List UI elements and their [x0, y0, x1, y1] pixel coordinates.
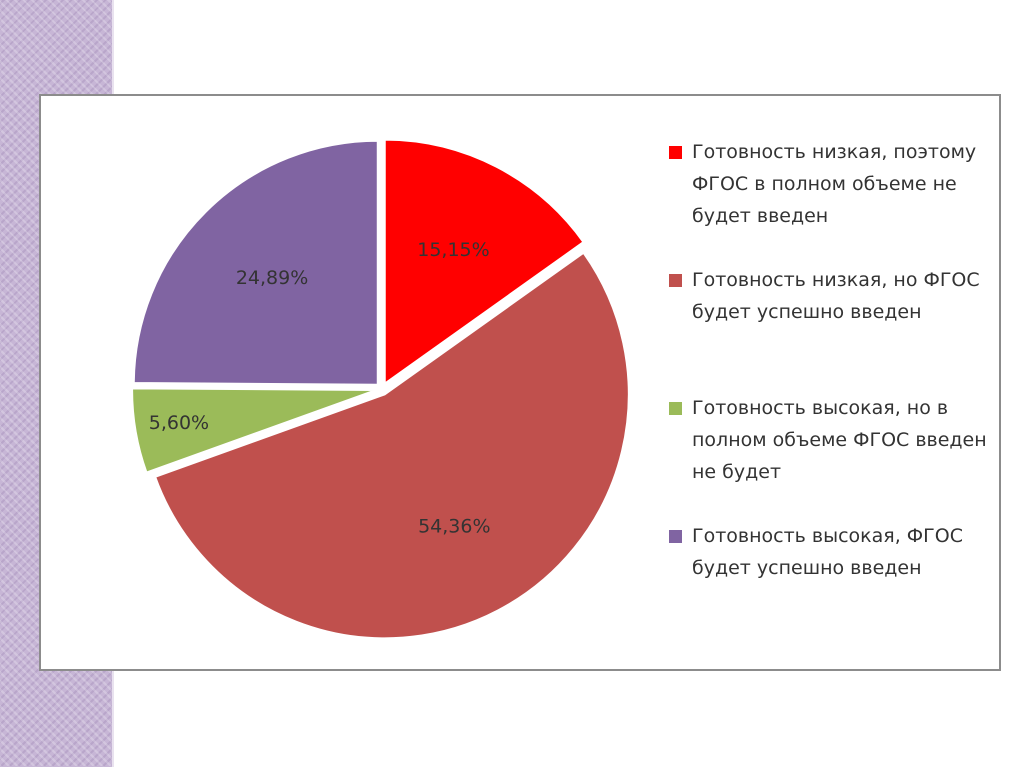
legend-swatch [669, 402, 682, 415]
pie-slice [383, 138, 585, 386]
legend-swatch [669, 530, 682, 543]
pie-chart: 15,15% 54,36% 5,60% 24,89% [131, 138, 630, 640]
data-label: 24,89% [236, 267, 308, 289]
data-label: 15,15% [417, 239, 489, 261]
legend-label: Готовность высокая, ФГОС будет успешно в… [692, 525, 963, 579]
legend-label: Готовность высокая, но в полном объеме Ф… [692, 397, 987, 483]
legend-label: Готовность низкая, поэтому ФГОС в полном… [692, 141, 977, 227]
chart-frame: 15,15% 54,36% 5,60% 24,89% Готовность низка… [39, 94, 1001, 671]
pie-slice [132, 139, 379, 386]
legend-label: Готовность низкая, но ФГОС будет успешно… [692, 269, 980, 323]
pie-slice [131, 387, 377, 474]
pie-slice [153, 251, 630, 640]
data-label: 54,36% [418, 516, 490, 538]
data-label: 5,60% [149, 412, 209, 434]
legend-swatch [669, 146, 682, 159]
legend-swatch [669, 274, 682, 287]
